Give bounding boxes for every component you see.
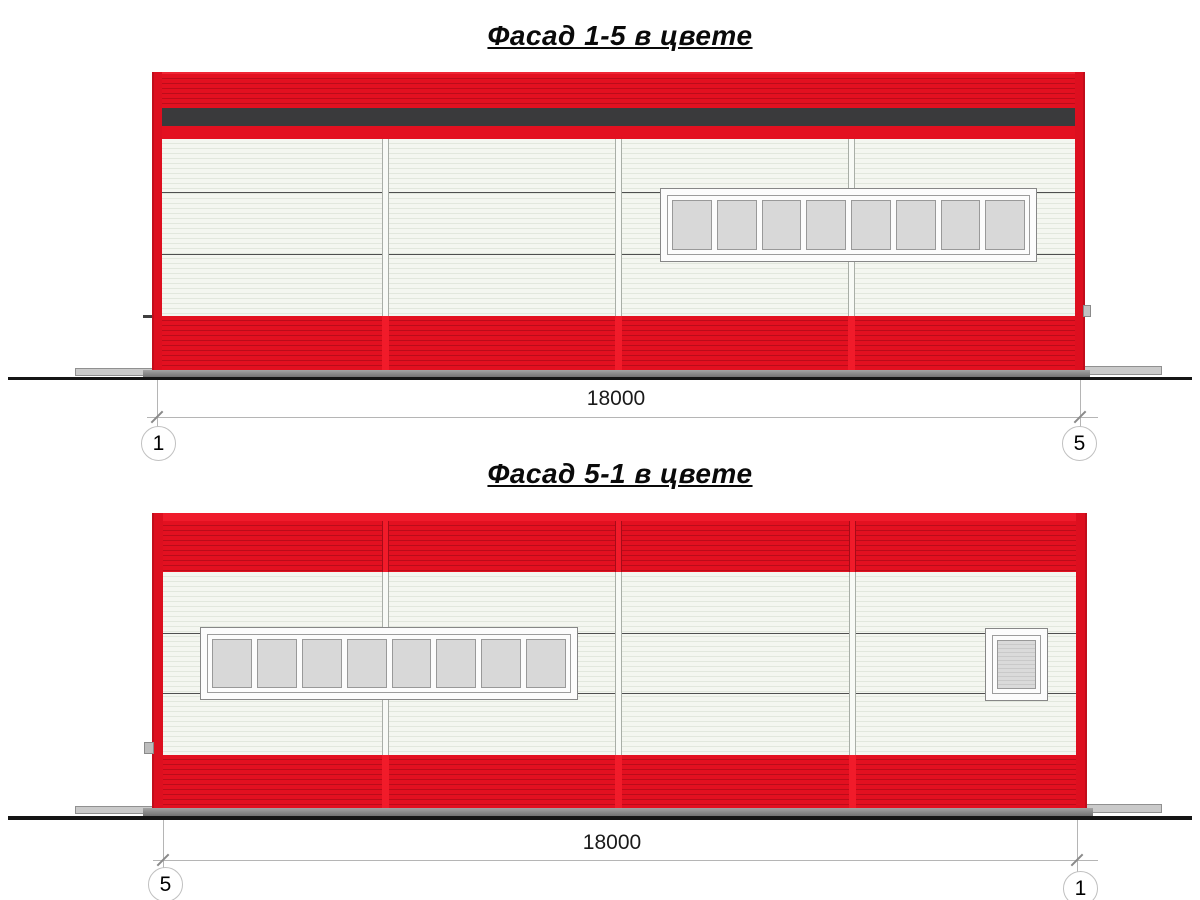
window-pane xyxy=(391,639,432,688)
base-divider xyxy=(382,755,389,808)
single-window-sash xyxy=(992,635,1041,694)
axis-marker-5: 5 xyxy=(1062,426,1097,461)
window-pane xyxy=(526,639,566,688)
panel-divider xyxy=(849,572,856,755)
base-divider xyxy=(848,316,855,370)
roof-edge-band xyxy=(152,513,1087,521)
ground-line xyxy=(8,816,1192,820)
panel-divider xyxy=(615,139,622,316)
single-window xyxy=(985,628,1048,701)
ribbon-window-sash-row xyxy=(667,195,1030,255)
base-divider xyxy=(382,316,389,370)
window-pane xyxy=(481,639,522,688)
base-divider xyxy=(615,755,622,808)
window-pane xyxy=(346,639,387,688)
window-pane xyxy=(672,200,712,250)
panel-divider xyxy=(615,572,622,755)
wall-fixture xyxy=(1083,305,1091,317)
extension-line xyxy=(1080,380,1081,432)
window-pane xyxy=(940,200,981,250)
extension-line xyxy=(1077,820,1078,872)
ground-line xyxy=(8,377,1192,380)
corner-trim-right xyxy=(1075,72,1085,370)
facade-5-1-elevation xyxy=(144,513,1087,808)
axis-marker-5: 5 xyxy=(148,867,183,900)
ribbon-window-sash-row xyxy=(207,634,571,693)
axis-marker-label: 1 xyxy=(152,431,165,455)
window-pane xyxy=(851,200,891,250)
dimension-line xyxy=(147,417,1098,418)
dimension-label: 18000 xyxy=(586,387,646,410)
plinth xyxy=(143,370,1090,378)
plinth xyxy=(143,808,1093,817)
ribbon-window xyxy=(660,188,1037,262)
facade-1-5-elevation xyxy=(143,72,1091,370)
extension-line xyxy=(163,820,164,868)
top-band-divider xyxy=(849,521,856,572)
base-divider xyxy=(849,755,856,808)
facade-1-5-title: Фасад 1-5 в цвете xyxy=(487,20,753,51)
dimension-line xyxy=(153,860,1098,861)
corner-trim-left xyxy=(152,513,163,808)
roof-siding-band xyxy=(152,72,1085,108)
window-pane xyxy=(806,200,846,250)
extension-line xyxy=(157,380,158,432)
top-band-divider xyxy=(615,521,622,572)
plinth-wing xyxy=(1083,366,1162,375)
facade-5-1-title: Фасад 5-1 в цвете xyxy=(487,458,753,489)
dimension-label: 18000 xyxy=(582,831,642,854)
corner-trim-right xyxy=(1076,513,1087,808)
corner-trim-left xyxy=(152,72,162,370)
axis-marker-label: 5 xyxy=(1073,431,1086,455)
axis-marker-1: 1 xyxy=(1063,871,1098,900)
panel-divider xyxy=(382,139,389,316)
top-band-divider xyxy=(382,521,389,572)
axis-marker-label: 5 xyxy=(159,872,172,896)
ribbon-window xyxy=(200,627,578,700)
window-pane xyxy=(301,639,342,688)
window-pane xyxy=(985,200,1025,250)
window-pane xyxy=(716,200,757,250)
window-pane xyxy=(256,639,297,688)
window-pane xyxy=(212,639,252,688)
window-pane xyxy=(436,639,477,688)
window-pane xyxy=(761,200,802,250)
window-pane xyxy=(895,200,936,250)
wall-fixture xyxy=(143,315,152,318)
axis-marker-1: 1 xyxy=(141,426,176,461)
base-divider xyxy=(615,316,622,370)
dark-accent-stripe xyxy=(158,108,1076,126)
red-fascia-band xyxy=(152,126,1085,139)
axis-marker-label: 1 xyxy=(1074,876,1087,900)
window-pane xyxy=(997,640,1036,689)
wall-fixture xyxy=(144,742,154,754)
